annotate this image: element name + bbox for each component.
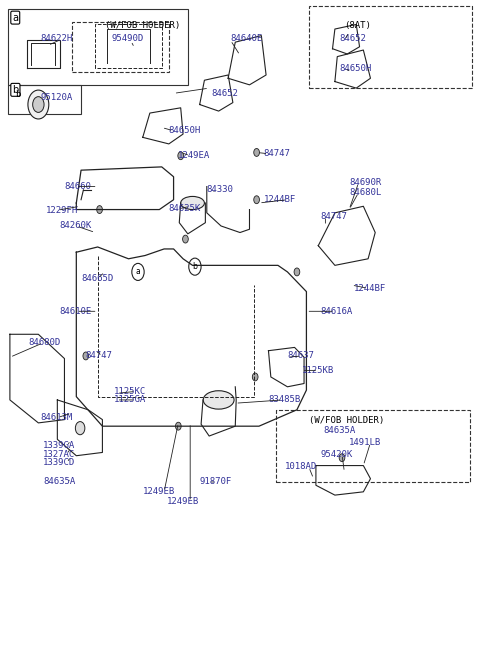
Text: 1249EB: 1249EB bbox=[143, 487, 175, 496]
Circle shape bbox=[182, 235, 188, 243]
Text: 1244BF: 1244BF bbox=[264, 195, 296, 204]
Circle shape bbox=[75, 422, 85, 435]
Text: 84680D: 84680D bbox=[29, 338, 61, 348]
Text: 84640E: 84640E bbox=[230, 34, 263, 44]
Text: 84680L: 84680L bbox=[349, 188, 382, 197]
Text: 84660: 84660 bbox=[64, 182, 91, 191]
Text: 84747: 84747 bbox=[86, 352, 113, 360]
Text: 84747: 84747 bbox=[264, 149, 290, 158]
Bar bbox=[8, 85, 81, 115]
Text: 84622H: 84622H bbox=[41, 34, 73, 44]
Circle shape bbox=[189, 258, 201, 275]
Text: (W/FOB HOLDER): (W/FOB HOLDER) bbox=[309, 416, 384, 426]
Text: 1018AD: 1018AD bbox=[285, 462, 317, 471]
Text: 84260K: 84260K bbox=[60, 222, 92, 230]
Text: a: a bbox=[12, 13, 18, 23]
Text: 84616A: 84616A bbox=[321, 307, 353, 316]
Text: 84635A: 84635A bbox=[43, 477, 75, 487]
Circle shape bbox=[28, 90, 49, 119]
Text: 84652: 84652 bbox=[212, 89, 239, 98]
Text: 91870F: 91870F bbox=[200, 477, 232, 487]
Text: 1229FH: 1229FH bbox=[46, 206, 78, 214]
Text: 84665D: 84665D bbox=[81, 274, 113, 283]
Text: 1125KC: 1125KC bbox=[114, 387, 146, 396]
Text: (8AT): (8AT) bbox=[344, 21, 371, 30]
Text: b: b bbox=[192, 262, 197, 271]
Text: 84625K: 84625K bbox=[169, 205, 201, 213]
Text: 83485B: 83485B bbox=[268, 395, 300, 404]
Circle shape bbox=[254, 196, 260, 204]
Text: (W/FOB HOLDER): (W/FOB HOLDER) bbox=[105, 21, 180, 30]
Circle shape bbox=[96, 206, 102, 214]
Text: 1339GA: 1339GA bbox=[43, 442, 75, 450]
Circle shape bbox=[178, 152, 183, 160]
Circle shape bbox=[339, 453, 345, 461]
Circle shape bbox=[83, 352, 89, 360]
Ellipse shape bbox=[180, 197, 204, 210]
Circle shape bbox=[294, 268, 300, 276]
Text: 84330: 84330 bbox=[207, 185, 234, 195]
Bar bbox=[8, 9, 188, 85]
Bar bbox=[309, 6, 472, 88]
Text: 1249EA: 1249EA bbox=[179, 151, 211, 160]
Circle shape bbox=[33, 97, 44, 113]
Text: 84613M: 84613M bbox=[41, 413, 73, 422]
Text: 84635A: 84635A bbox=[323, 426, 355, 436]
Text: 84650H: 84650H bbox=[169, 126, 201, 135]
Text: 84650H: 84650H bbox=[340, 64, 372, 73]
Text: 95490D: 95490D bbox=[112, 34, 144, 44]
Bar bbox=[72, 23, 169, 71]
Text: 1125GA: 1125GA bbox=[114, 395, 146, 404]
Text: 1249EB: 1249EB bbox=[167, 497, 199, 506]
Circle shape bbox=[254, 148, 260, 156]
Ellipse shape bbox=[203, 391, 234, 409]
Text: b: b bbox=[14, 90, 20, 99]
Circle shape bbox=[132, 263, 144, 281]
Text: 84610E: 84610E bbox=[60, 307, 92, 316]
Circle shape bbox=[252, 373, 258, 381]
Text: 84652: 84652 bbox=[340, 34, 367, 44]
Circle shape bbox=[176, 422, 181, 430]
Text: a: a bbox=[136, 267, 140, 277]
Text: 1125KB: 1125KB bbox=[301, 366, 334, 375]
Text: 1244BF: 1244BF bbox=[354, 284, 386, 293]
Text: 95420K: 95420K bbox=[321, 450, 353, 459]
Bar bbox=[276, 410, 470, 482]
Text: 84637: 84637 bbox=[288, 352, 314, 360]
Text: 95120A: 95120A bbox=[41, 93, 73, 103]
Text: 84690R: 84690R bbox=[349, 178, 382, 187]
Text: 1491LB: 1491LB bbox=[349, 438, 382, 447]
Text: 1339CD: 1339CD bbox=[43, 459, 75, 467]
Text: 84747: 84747 bbox=[321, 212, 348, 220]
Text: b: b bbox=[12, 85, 19, 95]
Text: 1327AC: 1327AC bbox=[43, 450, 75, 459]
